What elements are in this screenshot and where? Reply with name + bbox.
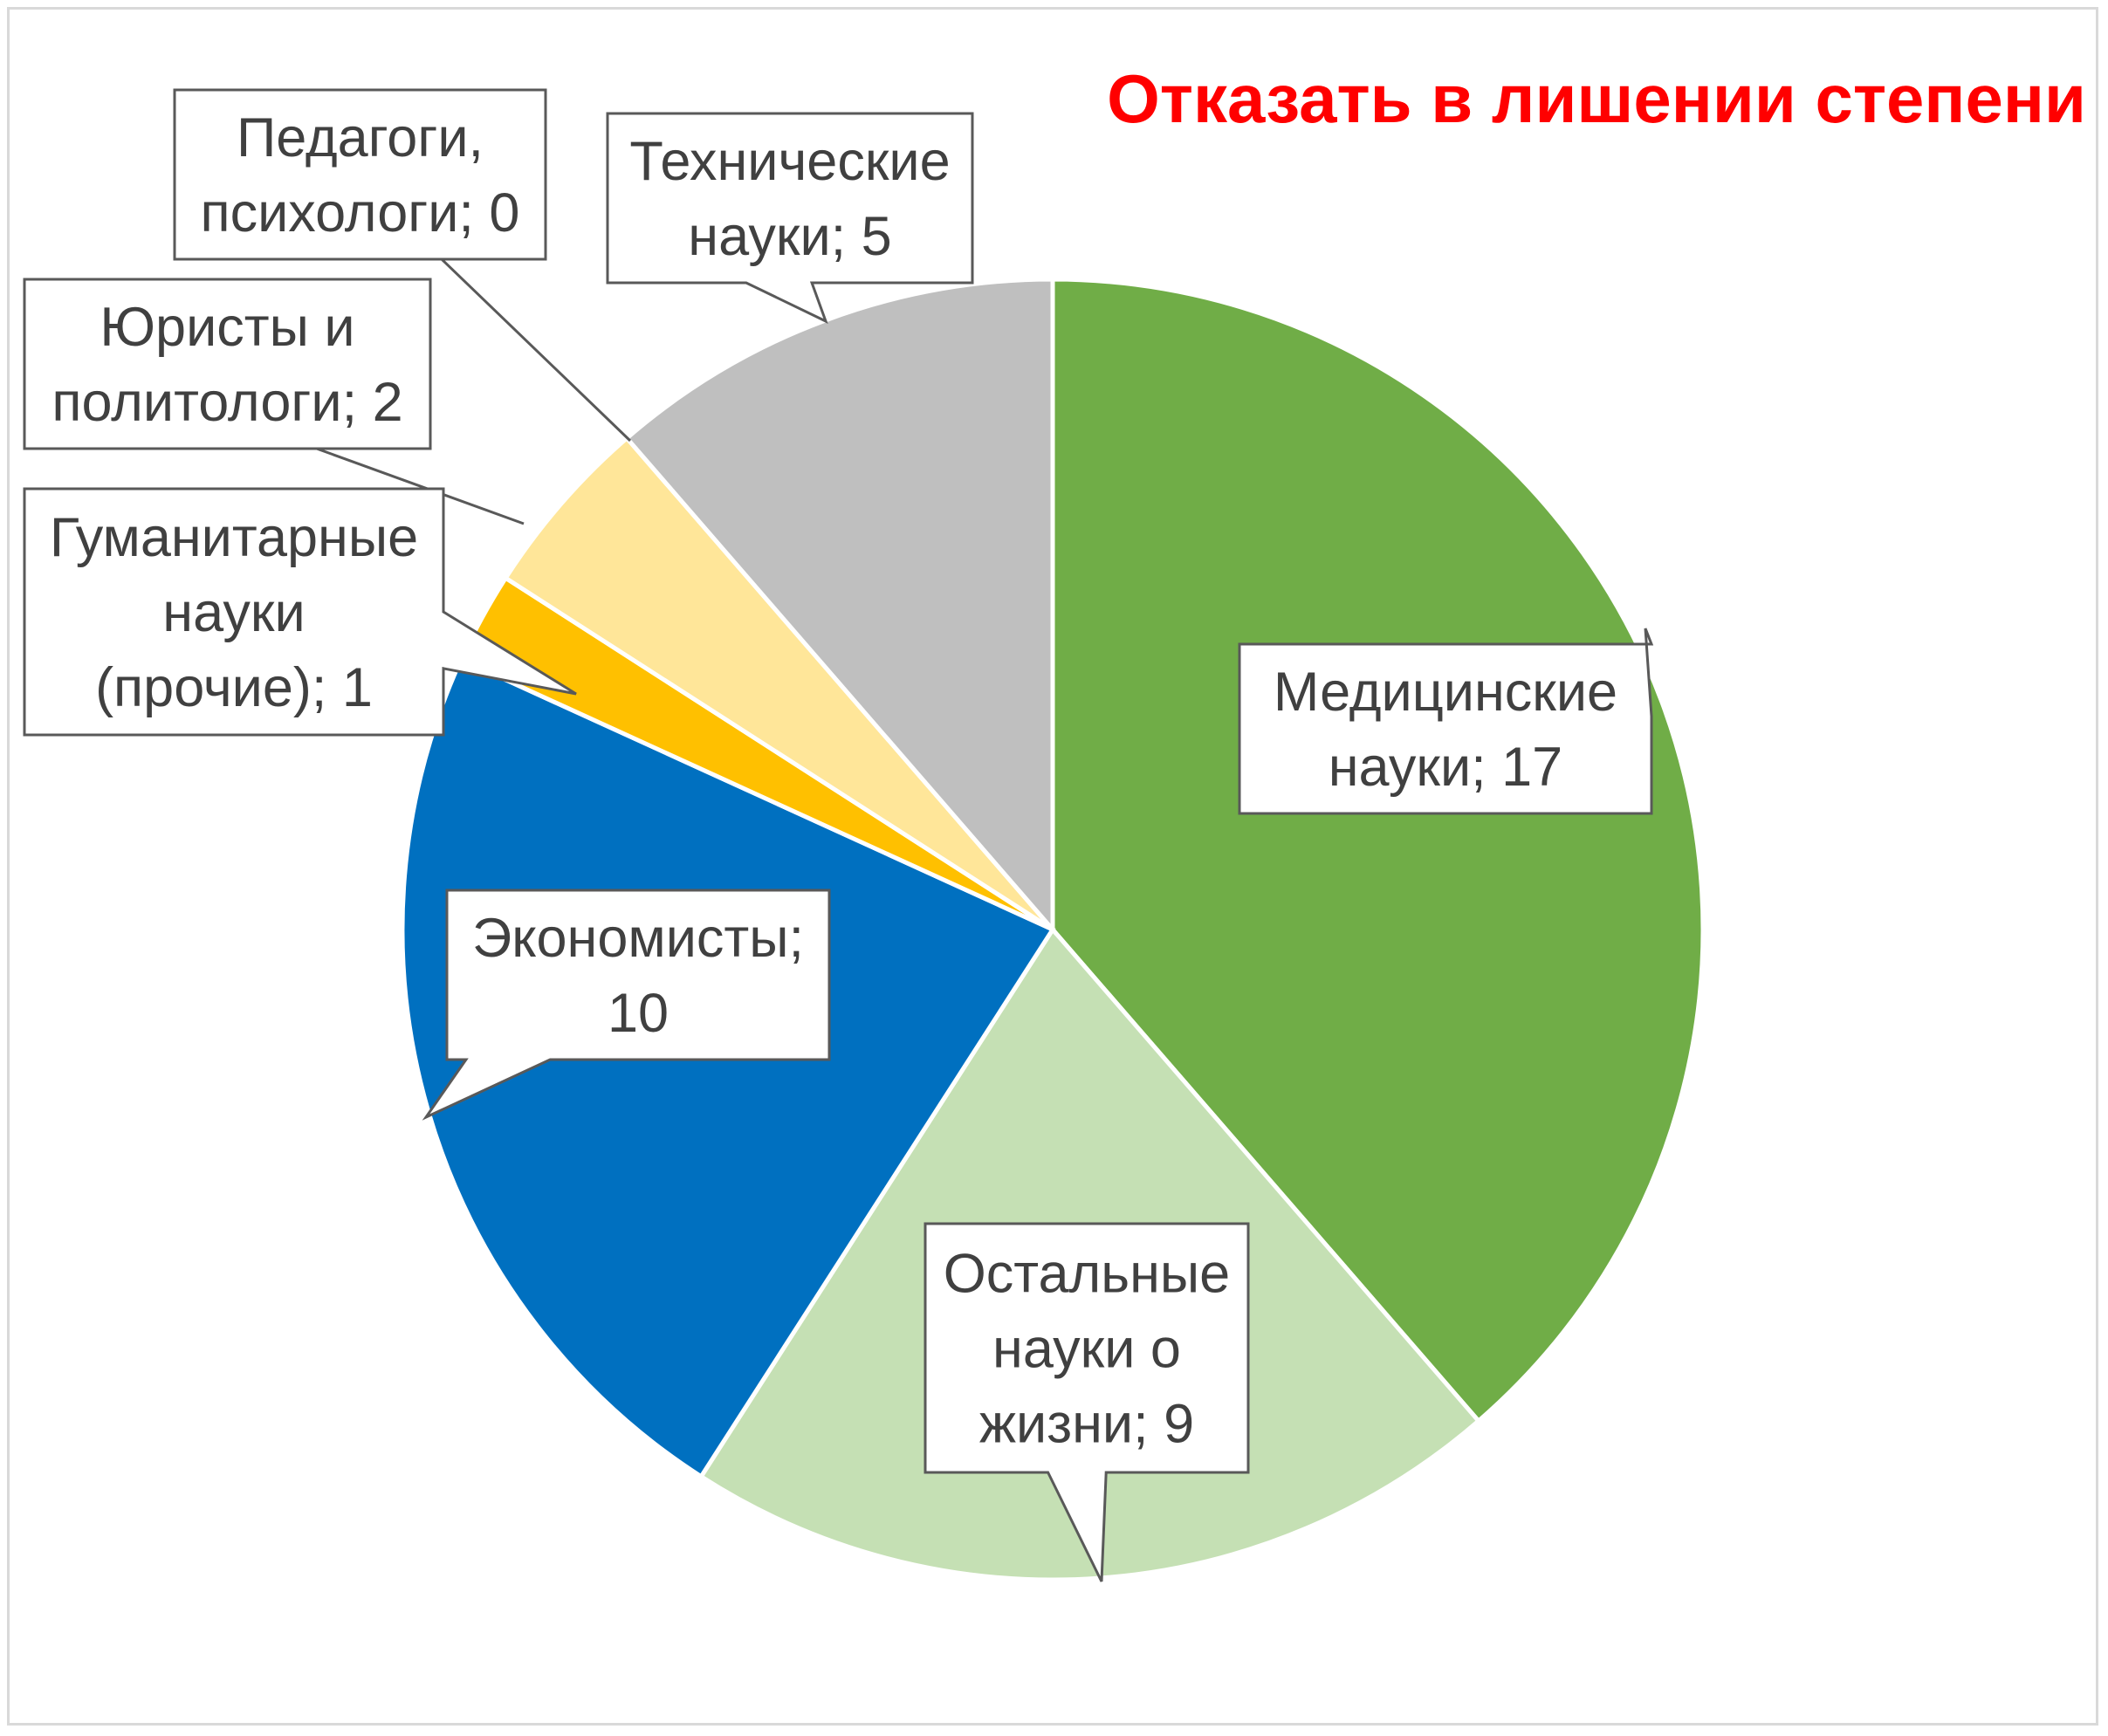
- data-label-text: Педагоги,: [237, 107, 484, 168]
- data-label-6: Технические науки; 5: [606, 112, 974, 324]
- callout-box-1: [924, 1222, 1250, 1582]
- data-label-text: (прочие); 1: [95, 657, 373, 718]
- data-label-text: науки; 5: [688, 206, 891, 267]
- leaders-layer: [316, 257, 632, 525]
- callout-box-3: [23, 487, 577, 737]
- data-label-text: Гуманитарные: [50, 507, 418, 568]
- leader-line-4: [316, 447, 525, 525]
- leader-line-5: [440, 257, 632, 443]
- data-label-5: Педагоги, психологи; 0: [173, 88, 547, 261]
- data-label-text: Технические: [629, 131, 950, 192]
- data-label-3: Гуманитарные науки (прочие); 1: [23, 487, 577, 737]
- data-label-2: Экономисты; 10: [422, 889, 831, 1121]
- data-label-text: науки о: [992, 1319, 1181, 1380]
- slice-4: [502, 435, 1054, 932]
- slice-0: [1050, 277, 1706, 1424]
- callout-box-6: [606, 112, 974, 324]
- callout-box-5: [173, 88, 547, 261]
- callout-box-4: [23, 278, 432, 450]
- data-label-text: 10: [608, 983, 669, 1044]
- callout-box-0: [1238, 628, 1654, 815]
- data-label-text: науки; 17: [1329, 737, 1562, 798]
- data-label-4: Юристы и политологи; 2: [23, 278, 432, 450]
- chart-area: [7, 7, 2098, 1726]
- data-label-text: жизни; 9: [979, 1394, 1194, 1455]
- data-label-0: Медицинские науки; 17: [1238, 628, 1654, 815]
- data-label-text: психологи; 0: [201, 182, 520, 244]
- chart-title: Отказать в лишении степени: [1107, 60, 2086, 137]
- callouts-layer: Медицинские науки; 17 Остальные науки о жизн…: [23, 88, 1654, 1582]
- data-label-text: Юристы и: [100, 297, 354, 358]
- slices-layer: [400, 277, 1706, 1582]
- data-label-text: Экономисты;: [472, 908, 804, 969]
- data-label-text: политологи; 2: [51, 372, 402, 433]
- data-label-text: Медицинские: [1274, 662, 1617, 723]
- data-label-1: Остальные науки о жизни; 9: [924, 1222, 1250, 1582]
- data-label-text: Остальные: [944, 1244, 1230, 1305]
- data-label-text: науки: [162, 582, 305, 643]
- callout-box-2: [422, 889, 831, 1121]
